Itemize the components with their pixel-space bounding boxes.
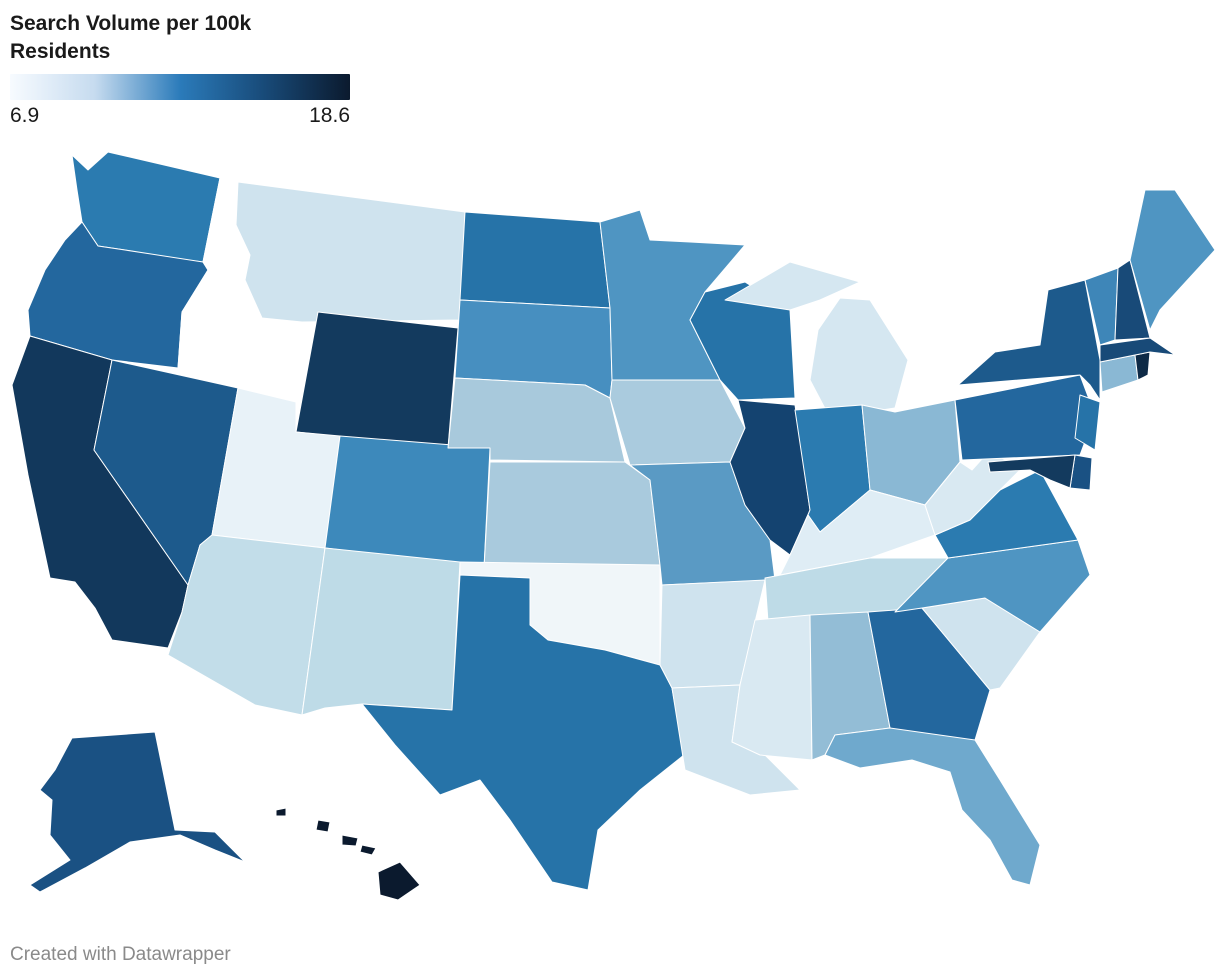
legend-max-label: 18.6 [309, 104, 350, 127]
state-iowa[interactable] [609, 379, 746, 466]
state-michigan[interactable] [724, 261, 909, 419]
state-rhode-island[interactable] [1134, 351, 1151, 381]
state-montana[interactable] [235, 181, 466, 323]
state-new-hampshire[interactable] [1114, 259, 1151, 341]
state-pennsylvania[interactable] [954, 374, 1096, 461]
state-nebraska[interactable] [447, 377, 626, 463]
state-colorado[interactable] [324, 435, 491, 569]
state-north-dakota[interactable] [459, 211, 611, 309]
state-wyoming[interactable] [295, 311, 459, 449]
state-alaska[interactable] [29, 731, 246, 893]
legend-gradient-bar [10, 74, 350, 100]
state-new-jersey[interactable] [1074, 394, 1101, 451]
credit-line: Created with Datawrapper [10, 944, 231, 965]
state-hawaii[interactable] [275, 807, 421, 901]
state-florida[interactable] [824, 727, 1041, 886]
state-maine[interactable] [1129, 189, 1216, 331]
state-wisconsin[interactable] [689, 281, 796, 401]
state-new-york[interactable] [957, 279, 1101, 401]
state-kansas[interactable] [483, 461, 661, 569]
legend-title: Search Volume per 100k Residents [10, 12, 252, 63]
state-new-mexico[interactable] [301, 547, 461, 716]
state-maryland[interactable] [987, 454, 1076, 489]
state-texas[interactable] [361, 574, 685, 891]
legend-min-label: 6.9 [10, 104, 40, 127]
